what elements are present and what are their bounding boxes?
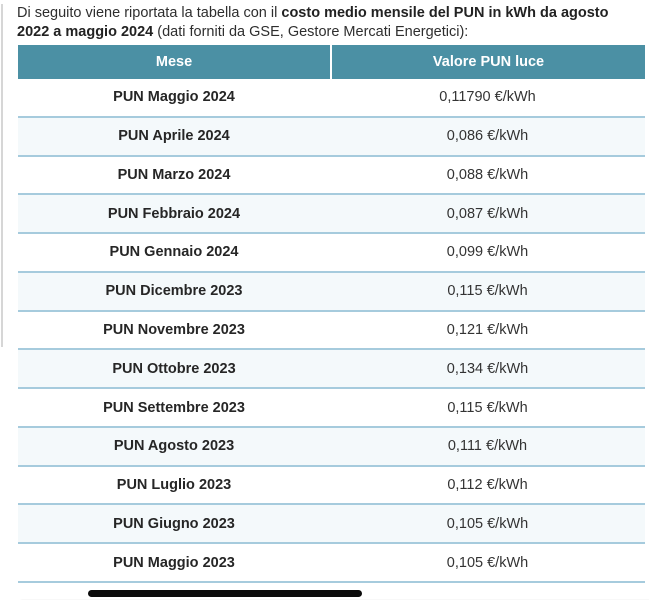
cell-valore: 0,105 €/kWh (446, 554, 529, 571)
cell-mese: PUN Novembre 2023 (103, 321, 245, 338)
pun-price-table: Mese Valore PUN luce PUN Maggio 2024 0,1… (18, 45, 645, 583)
table-row: PUN Agosto 2023 0,111 €/kWh (18, 427, 645, 467)
intro-text-after: (dati forniti da GSE, Gestore Mercati En… (153, 24, 469, 40)
cell-mese: PUN Maggio 2024 (113, 89, 235, 106)
cell-valore: 0,088 €/kWh (446, 166, 529, 183)
cell-valore: 0,121 €/kWh (446, 321, 529, 338)
horizontal-scrollbar-thumb[interactable] (88, 590, 362, 597)
left-edge-line (1, 4, 3, 347)
header-cell-valore: Valore PUN luce (432, 54, 545, 70)
cell-valore: 0,086 €/kWh (446, 128, 529, 145)
cell-mese: PUN Dicembre 2023 (105, 283, 243, 300)
intro-paragraph: Di seguito viene riportata la tabella co… (17, 4, 629, 42)
table-row: PUN Febbraio 2024 0,087 €/kWh (18, 195, 645, 235)
cell-valore: 0,087 €/kWh (446, 205, 529, 222)
cell-mese: PUN Ottobre 2023 (112, 360, 236, 377)
cell-mese: PUN Settembre 2023 (103, 399, 245, 416)
table-row: PUN Gennaio 2024 0,099 €/kWh (18, 234, 645, 273)
cell-valore: 0,11790 €/kWh (439, 89, 536, 106)
cell-mese: PUN Giugno 2023 (113, 515, 235, 532)
table-row: PUN Ottobre 2023 0,134 €/kWh (18, 350, 645, 390)
cell-valore: 0,112 €/kWh (447, 477, 528, 494)
table-row: PUN Luglio 2023 0,112 €/kWh (18, 466, 645, 506)
cell-valore: 0,134 €/kWh (446, 360, 529, 377)
table-row: PUN Giugno 2023 0,105 €/kWh (18, 505, 645, 545)
table-row: PUN Aprile 2024 0,086 €/kWh (18, 117, 645, 157)
intro-text-before: Di seguito viene riportata la tabella co… (17, 5, 282, 21)
table-header-row: Mese Valore PUN luce (18, 45, 645, 79)
cell-mese: PUN Maggio 2023 (113, 554, 235, 571)
table-row: PUN Maggio 2024 0,11790 €/kWh (18, 79, 645, 118)
table-row: PUN Marzo 2024 0,088 €/kWh (18, 156, 645, 196)
cell-mese: PUN Luglio 2023 (116, 477, 232, 494)
cell-valore: 0,105 €/kWh (446, 515, 529, 532)
cell-mese: PUN Gennaio 2024 (109, 244, 239, 261)
cell-mese: PUN Aprile 2024 (118, 128, 230, 145)
cell-valore: 0,115 €/kWh (447, 283, 528, 300)
table-row: PUN Settembre 2023 0,115 €/kWh (18, 389, 645, 428)
table-row: PUN Dicembre 2023 0,115 €/kWh (18, 272, 645, 312)
intro-text-bold: costo medio mensile del PUN in kWh da ag… (17, 5, 609, 40)
cell-mese: PUN Agosto 2023 (113, 438, 235, 455)
cell-mese: PUN Marzo 2024 (117, 166, 231, 183)
table-row: PUN Novembre 2023 0,121 €/kWh (18, 311, 645, 351)
cell-valore: 0,111 €/kWh (447, 438, 528, 455)
cell-valore: 0,099 €/kWh (446, 244, 529, 261)
header-cell-mese: Mese (155, 54, 193, 70)
table-row: PUN Maggio 2023 0,105 €/kWh (18, 544, 645, 583)
header-column-divider (330, 45, 332, 79)
cell-mese: PUN Febbraio 2024 (107, 205, 241, 222)
cell-valore: 0,115 €/kWh (447, 399, 528, 416)
table-body: PUN Maggio 2024 0,11790 €/kWh PUN Aprile… (18, 79, 645, 583)
